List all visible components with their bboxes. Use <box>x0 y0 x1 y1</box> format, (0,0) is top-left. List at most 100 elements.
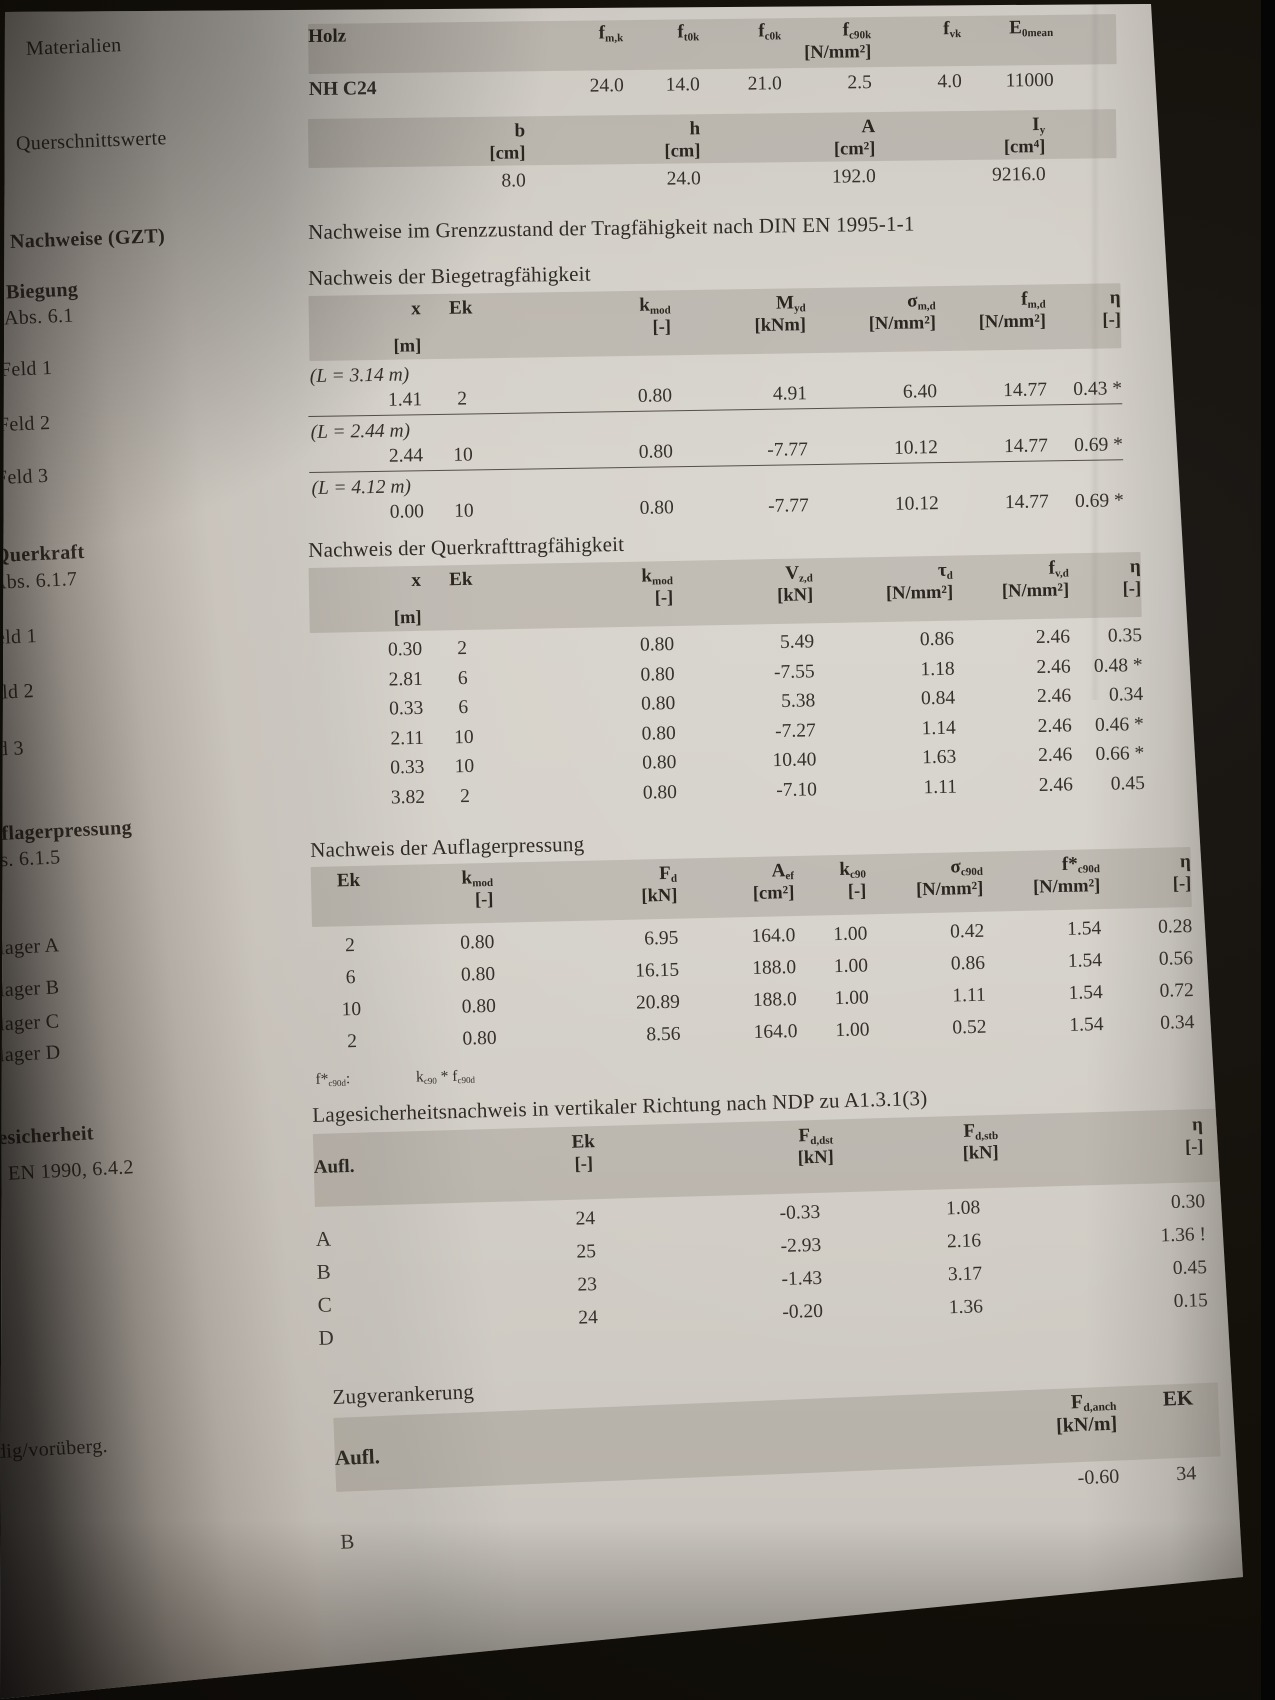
table-cell: 16.15 <box>634 959 680 982</box>
table-cell: 24 <box>575 1208 596 1230</box>
sidebar-label-auflager-c: flager C <box>0 1010 60 1036</box>
table-cell: 0.33 <box>388 697 424 720</box>
table-cell: -7.10 <box>776 778 818 801</box>
column-header: kmod [-] <box>461 867 494 911</box>
table-cell: 0.80 <box>639 497 675 519</box>
sidebar-label-abs-6-1-5: os. 6.1.5 <box>0 846 61 872</box>
table-cell: 10 <box>453 500 474 522</box>
auflagerpressung-table: Nachweis der Auflagerpressung Ek kmod [-] F… <box>310 818 1195 1089</box>
table-cell: -7.27 <box>774 719 816 742</box>
table-cell: 2.5 <box>847 72 872 94</box>
table-cell: 11000 <box>1005 69 1054 92</box>
querkraft-table-header: x [m] Ek kmod [-] Vz,d [kN] τd [N/mm²] fv,d [N/mm²… <box>308 552 1142 633</box>
table-cell: 5.38 <box>780 690 816 712</box>
table-cell: 0.45 <box>1110 772 1146 795</box>
column-header: Vz,d [kN] <box>777 562 814 607</box>
table-cell: 6 <box>458 696 469 719</box>
table-cell: 2.46 <box>1036 655 1071 678</box>
zugverankerung-table: Zugverankerung Aufl. Fd,anch [kN/m] EK -0.6… <box>332 1349 1223 1554</box>
column-header: h [cm] <box>664 118 701 162</box>
lagesicherheit-table: Lagesicherheitsnachweis in vertikaler Ri… <box>312 1078 1223 1350</box>
sidebar-label-abs-6-1: Abs. 6.1 <box>3 304 75 330</box>
biegung-feld-1: (L = 3.14 m) 1.41 2 0.80 4.91 6.40 14.77 0.43 … <box>308 353 1123 418</box>
table-cell: 0.15 <box>1173 1290 1209 1313</box>
sidebar-label-staendig-voruebergehend: dig/vorüberg. <box>0 1434 109 1464</box>
sidebar-label-feld-1: Feld 1 <box>0 356 53 382</box>
table-cell: 0.80 <box>642 751 677 774</box>
column-header: τd [N/mm²] <box>885 559 954 604</box>
sidebar-label-abs-6-1-7: Abs. 6.1.7 <box>0 568 78 594</box>
table-cell: 1.11 <box>923 776 958 798</box>
column-header: fvk <box>943 18 962 41</box>
table-cell: 2 <box>457 637 468 660</box>
table-cell: 1.00 <box>833 955 869 978</box>
table-cell: 0.34 <box>1108 683 1144 706</box>
table-cell: 14.77 <box>1003 379 1048 402</box>
column-header: EK <box>1162 1385 1194 1411</box>
table-cell: 10.12 <box>894 493 939 515</box>
table-cell: B <box>316 1259 332 1284</box>
sidebar-label-materialien: Materialien <box>25 34 122 60</box>
column-header: Fd,stb [kN] <box>962 1120 999 1164</box>
table-cell: 6.40 <box>902 381 938 403</box>
table-cell: 0.33 <box>390 756 425 779</box>
table-cell: 0.80 <box>461 995 497 1018</box>
background-edge <box>1261 0 1275 1700</box>
column-header: Myd [kNm] <box>754 292 807 336</box>
table-cell: 0.84 <box>920 687 956 710</box>
column-header: kc90 [-] <box>839 858 867 902</box>
table-cell: 0.80 <box>639 633 675 656</box>
column-header: E0mean <box>1009 17 1054 40</box>
column-header: fm,k <box>598 22 624 45</box>
table-cell: 1.41 <box>387 389 423 411</box>
footnote-lhs: f*c90d: <box>315 1070 351 1089</box>
table-cell: 0.66 * <box>1095 742 1145 765</box>
table-cell: -0.20 <box>782 1300 824 1323</box>
table-cell: 2.81 <box>388 668 423 690</box>
table-cell: 0.72 <box>1159 979 1194 1002</box>
table-cell: A <box>315 1226 332 1251</box>
table-cell: 1.11 <box>952 984 986 1007</box>
table-cell: 9216.0 <box>991 163 1046 186</box>
table-cell: 3.82 <box>390 786 426 808</box>
table-cell: 0.80 <box>641 722 677 745</box>
column-header: b [cm] <box>489 120 526 164</box>
gzt-section-title: Nachweise im Grenzzustand der Tragfähigk… <box>308 211 915 244</box>
table-cell: 14.0 <box>665 74 700 96</box>
table-cell: 0.30 <box>1170 1191 1206 1214</box>
sidebar-label-querkraft: Querkraft <box>0 540 85 568</box>
table-cell: 6 <box>457 667 468 689</box>
sidebar-label-feld-3: Feld 3 <box>0 464 49 490</box>
table-cell: 1.54 <box>1068 982 1103 1004</box>
column-header: η [-] <box>1102 287 1122 331</box>
column-header: kmod [-] <box>641 565 674 609</box>
sidebar-label-feld-1b: eld 1 <box>0 625 38 649</box>
table-cell: 1.54 <box>1066 918 1102 940</box>
table-cell: 8.56 <box>646 1023 681 1046</box>
table-cell: 2.46 <box>1037 714 1072 737</box>
table-cell: 6 <box>345 967 356 989</box>
sidebar-label-auflager-a: flager A <box>0 934 60 960</box>
table-cell: -7.55 <box>773 660 815 683</box>
column-header: fc90k <box>842 19 872 42</box>
table-cell: -7.77 <box>767 439 809 461</box>
table-cell: 1.54 <box>1069 1014 1104 1036</box>
table-cell: 10 <box>453 444 473 466</box>
table-cell: 0.80 <box>638 441 674 463</box>
material-table: [N/mm²] Holz fm,k ft0k fc0k fc90k fvk E0mean N… <box>308 14 1117 106</box>
table-cell: 0.46 * <box>1094 713 1144 736</box>
biegung-table: Nachweis der Biegetragfähigkeit x [m] Ek km… <box>308 253 1124 527</box>
column-header: fv,d [N/mm²] <box>1001 557 1070 602</box>
column-header: x [m] <box>393 298 422 357</box>
table-cell: 0.00 <box>389 501 425 523</box>
sidebar-label-nachweise-gzt: Nachweise (GZT) <box>9 225 166 253</box>
biegung-feld-2: (L = 2.44 m) 2.44 10 0.80 -7.77 10.12 14.77 0.… <box>309 409 1124 474</box>
table-cell: 192.0 <box>831 166 876 188</box>
footnote-rhs: kc90 * fc90d <box>415 1067 476 1086</box>
column-header: η [-] <box>1122 556 1142 600</box>
table-cell: 25 <box>576 1241 597 1263</box>
table-cell: 188.0 <box>752 989 798 1011</box>
sidebar-label-biegung: Biegung <box>5 278 79 304</box>
table-cell: 0.30 <box>387 638 423 661</box>
